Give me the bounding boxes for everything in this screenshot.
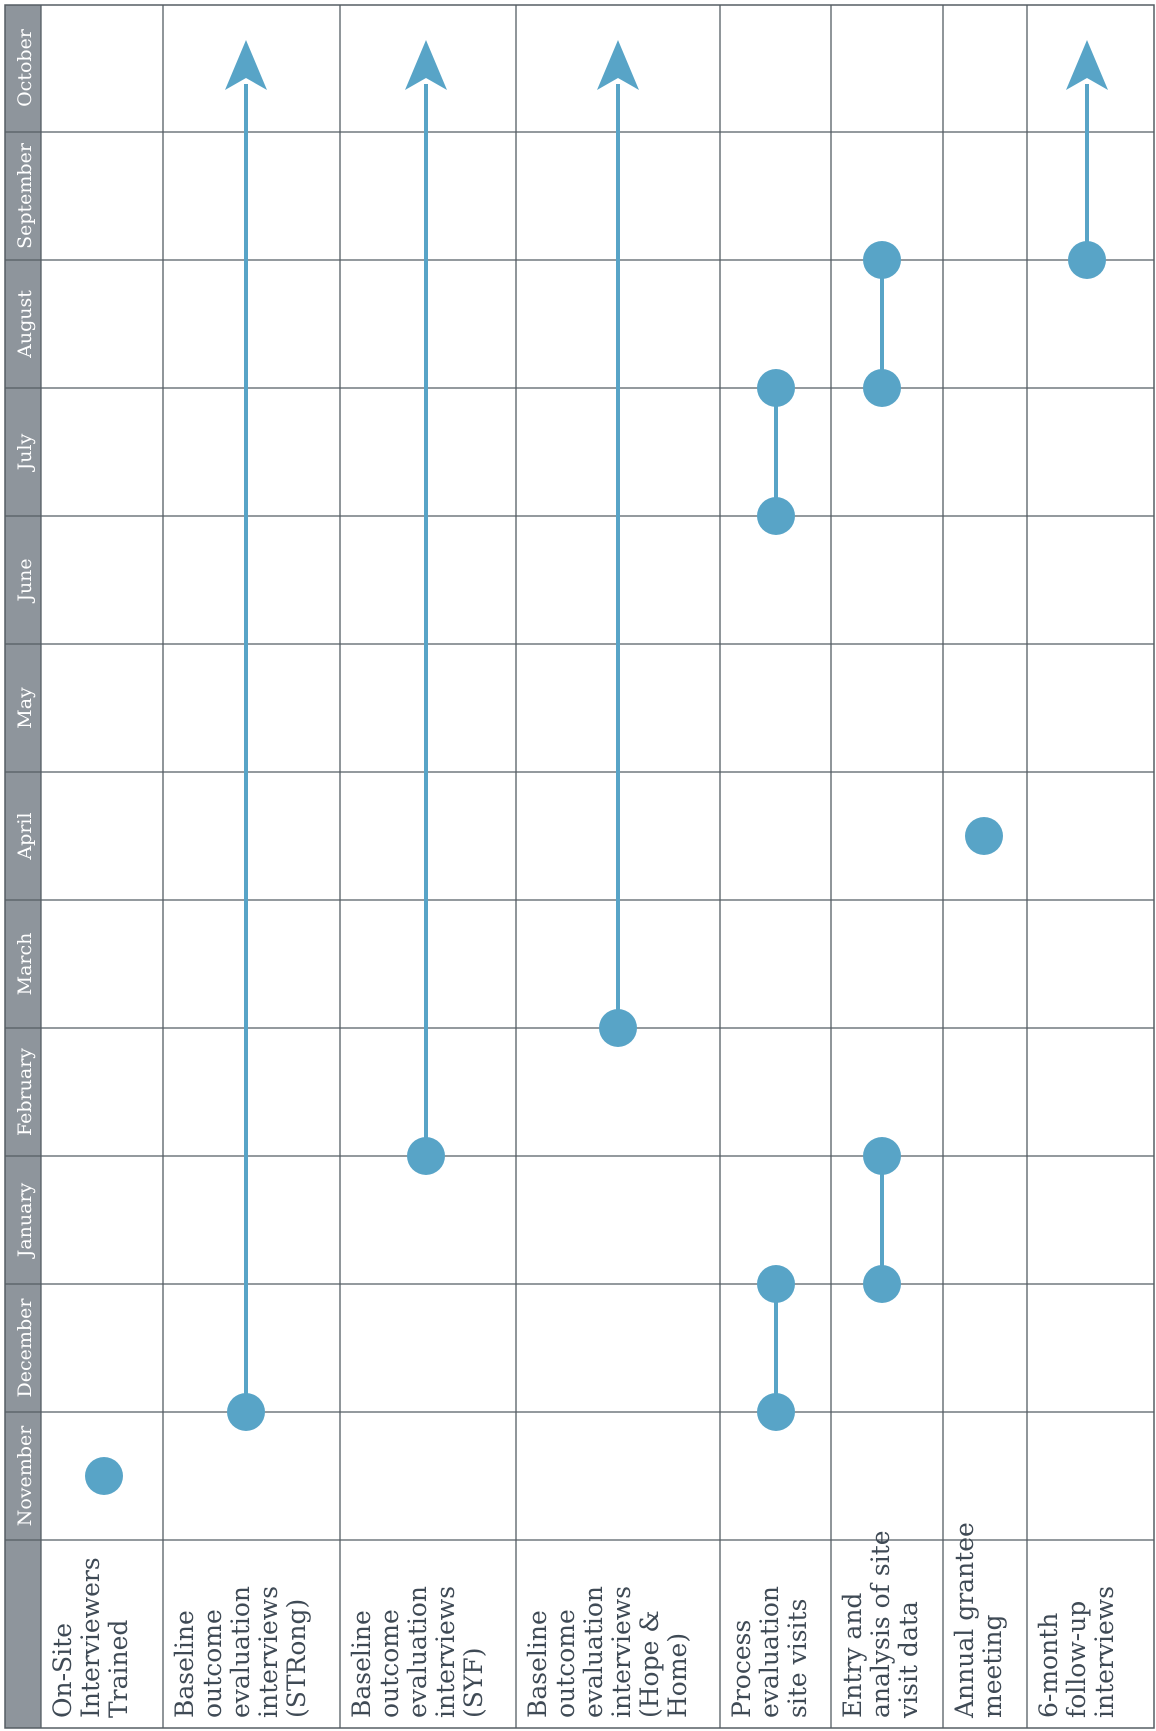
month-labels: November December January February March Apri… bbox=[14, 28, 36, 1526]
activity-label-line: Baseline bbox=[170, 1610, 199, 1718]
activity-label-line: Process bbox=[727, 1620, 756, 1718]
activity-label-line: interviews bbox=[607, 1586, 636, 1718]
activity-label-line: evaluation bbox=[579, 1586, 608, 1718]
activity-label-line: evaluation bbox=[403, 1586, 432, 1718]
month-label: December bbox=[14, 1298, 36, 1398]
grid-border bbox=[4, 4, 1155, 1729]
milestone-dot bbox=[965, 817, 1003, 855]
activity-label-line: visit data bbox=[894, 1601, 923, 1719]
activity-label-line: (SYF) bbox=[459, 1648, 488, 1718]
month-label: January bbox=[14, 1182, 36, 1259]
activity-labels: On-Site Interviewers Trained Baseline outcom… bbox=[48, 1522, 1119, 1719]
grid-lines bbox=[4, 4, 1155, 1729]
month-label: September bbox=[14, 142, 36, 249]
activity-label-line: Home) bbox=[663, 1633, 692, 1718]
header-band bbox=[5, 5, 41, 1728]
start-dot bbox=[863, 1265, 901, 1303]
activity-label-line: follow-up bbox=[1062, 1601, 1091, 1718]
month-label: February bbox=[14, 1048, 36, 1136]
activity-label-line: Baseline bbox=[347, 1610, 376, 1718]
activity-label-line: Entry and bbox=[838, 1593, 867, 1718]
activity-label-line: Interviewers bbox=[76, 1557, 105, 1718]
end-dot bbox=[863, 241, 901, 279]
start-dot bbox=[863, 369, 901, 407]
start-dot bbox=[1068, 241, 1106, 279]
activity-label-line: outcome bbox=[551, 1609, 580, 1718]
activity-label-line: site visits bbox=[783, 1599, 812, 1718]
end-dot bbox=[757, 1265, 795, 1303]
arrowhead-icon bbox=[405, 40, 447, 90]
activity-label-line: analysis of site bbox=[866, 1530, 895, 1718]
month-label: March bbox=[14, 933, 36, 996]
activity-label-line: outcome bbox=[198, 1609, 227, 1718]
activity-label-line: Trained bbox=[104, 1620, 133, 1718]
activity-label-line: (STRong) bbox=[282, 1599, 311, 1718]
activity-label-line: Annual grantee bbox=[950, 1522, 979, 1719]
activity-label-line: 6-month bbox=[1034, 1613, 1063, 1718]
start-dot bbox=[407, 1137, 445, 1175]
activity-label-line: interviews bbox=[1090, 1586, 1119, 1718]
start-dot bbox=[599, 1009, 637, 1047]
activity-label-line: interviews bbox=[431, 1586, 460, 1718]
start-dot bbox=[227, 1393, 265, 1431]
month-label: April bbox=[14, 812, 36, 860]
arrowhead-icon bbox=[597, 40, 639, 90]
start-dot bbox=[757, 497, 795, 535]
activity-label-line: (Hope & bbox=[635, 1610, 664, 1718]
month-label: November bbox=[14, 1425, 36, 1526]
activity-label-line: On-Site bbox=[48, 1623, 77, 1718]
milestone-dot bbox=[85, 1457, 123, 1495]
month-label: July bbox=[14, 433, 36, 472]
arrowhead-icon bbox=[1066, 40, 1108, 90]
activity-label-line: interviews bbox=[254, 1586, 283, 1718]
month-label: October bbox=[14, 28, 36, 107]
arrowhead-icon bbox=[225, 40, 267, 90]
end-dot bbox=[757, 369, 795, 407]
activity-label-line: meeting bbox=[978, 1615, 1007, 1718]
month-label: May bbox=[14, 687, 36, 729]
timeline-marks bbox=[85, 40, 1108, 1495]
activity-label-line: outcome bbox=[375, 1609, 404, 1718]
end-dot bbox=[863, 1137, 901, 1175]
start-dot bbox=[757, 1393, 795, 1431]
activity-label-line: Baseline bbox=[523, 1610, 552, 1718]
activity-label-line: evaluation bbox=[755, 1586, 784, 1718]
activity-label-line: evaluation bbox=[226, 1586, 255, 1718]
month-label: August bbox=[14, 290, 36, 359]
month-label: June bbox=[14, 558, 36, 603]
